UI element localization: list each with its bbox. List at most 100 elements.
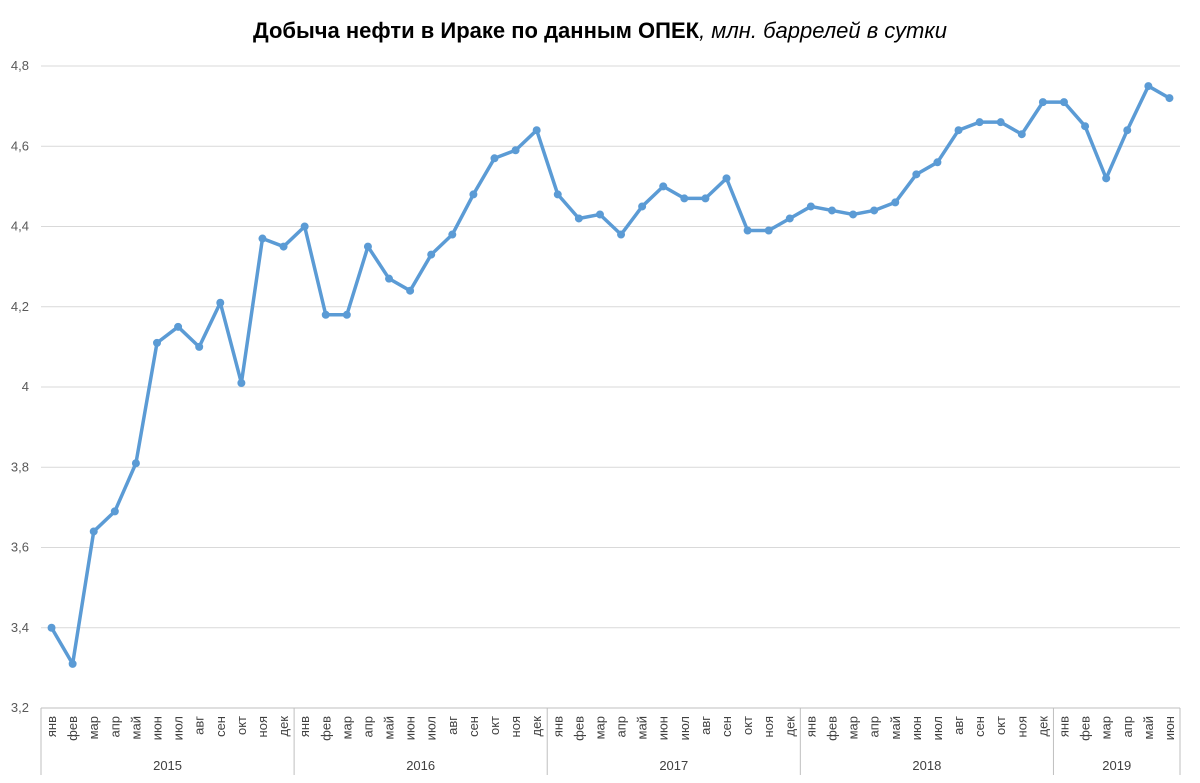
data-point xyxy=(701,194,710,203)
data-point xyxy=(342,310,351,319)
year-label: 2017 xyxy=(659,758,688,773)
y-tick-label: 4,2 xyxy=(11,299,29,314)
data-point xyxy=(722,174,731,183)
y-axis: 3,2 3,4 3,6 3,8 4 4,2 4,4 4,6 4,8 xyxy=(11,58,29,715)
x-tick-label: июл xyxy=(424,716,439,740)
data-point xyxy=(363,242,372,251)
chart-title-main: Добыча нефти в Ираке по данным ОПЕК xyxy=(253,18,700,43)
data-point xyxy=(131,459,140,468)
data-point xyxy=(996,118,1005,127)
x-tick-label: июл xyxy=(677,716,692,740)
x-tick-label: дек xyxy=(276,716,291,737)
data-point xyxy=(659,182,668,191)
data-point xyxy=(1038,98,1047,107)
x-tick-label: июл xyxy=(171,716,186,740)
x-tick-label: май xyxy=(888,716,903,739)
data-point xyxy=(617,230,626,239)
x-tick-label: июл xyxy=(930,716,945,740)
data-point xyxy=(89,527,98,536)
data-point xyxy=(680,194,689,203)
data-point xyxy=(68,659,77,668)
x-tick-label: ноя xyxy=(761,716,776,737)
x-tick-label: мар xyxy=(592,716,607,739)
x-tick-label: авг xyxy=(192,716,207,735)
series-line xyxy=(49,84,1172,666)
x-tick-label: июн xyxy=(909,716,924,740)
x-tick-label: мар xyxy=(846,716,861,739)
data-point xyxy=(258,234,267,243)
data-point xyxy=(891,198,900,207)
x-tick-label: ноя xyxy=(1014,716,1029,737)
x-tick-label: янв xyxy=(803,716,818,737)
data-point xyxy=(933,158,942,167)
data-point xyxy=(300,222,309,231)
x-tick-label: фев xyxy=(1078,716,1093,741)
data-point xyxy=(153,338,162,347)
data-point xyxy=(532,126,541,135)
year-label: 2016 xyxy=(406,758,435,773)
x-tick-label: авг xyxy=(951,716,966,735)
data-point xyxy=(553,190,562,199)
data-point xyxy=(47,623,56,632)
x-tick-label: май xyxy=(1141,716,1156,739)
x-tick-label: май xyxy=(635,716,650,739)
x-tick-label: дек xyxy=(782,716,797,737)
x-tick-label: фев xyxy=(318,716,333,741)
x-tick-label: май xyxy=(128,716,143,739)
data-point xyxy=(743,226,752,235)
x-tick-label: дек xyxy=(1035,716,1050,737)
data-point xyxy=(1081,122,1090,131)
y-tick-label: 4 xyxy=(22,379,29,394)
x-tick-label: апр xyxy=(867,716,882,738)
x-tick-label: мар xyxy=(86,716,101,739)
x-tick-label: фев xyxy=(571,716,586,741)
x-tick-label: окт xyxy=(487,716,502,735)
data-point xyxy=(1102,174,1111,183)
x-tick-label: сен xyxy=(466,716,481,737)
data-point xyxy=(574,214,583,223)
year-label: 2018 xyxy=(912,758,941,773)
x-tick-label: авг xyxy=(445,716,460,735)
y-tick-label: 3,4 xyxy=(11,620,29,635)
data-point xyxy=(427,250,436,259)
x-tick-label: сен xyxy=(972,716,987,737)
x-tick-label: апр xyxy=(107,716,122,738)
data-point xyxy=(912,170,921,179)
data-point xyxy=(870,206,879,215)
data-point xyxy=(490,154,499,163)
data-point xyxy=(469,190,478,199)
data-point xyxy=(764,226,773,235)
x-tick-label: май xyxy=(382,716,397,739)
data-point xyxy=(406,286,415,295)
x-tick-label: дек xyxy=(529,716,544,737)
x-tick-label: окт xyxy=(993,716,1008,735)
x-tick-label: янв xyxy=(44,716,59,737)
x-tick-label: ноя xyxy=(508,716,523,737)
data-point xyxy=(1059,98,1068,107)
y-tick-label: 3,6 xyxy=(11,540,29,555)
x-tick-label: янв xyxy=(297,716,312,737)
x-tick-label: янв xyxy=(550,716,565,737)
x-tick-label: мар xyxy=(1099,716,1114,739)
year-label: 2015 xyxy=(153,758,182,773)
data-point xyxy=(785,214,794,223)
x-tick-label: окт xyxy=(740,716,755,735)
data-point xyxy=(595,210,604,219)
data-point xyxy=(1165,94,1174,103)
data-point xyxy=(638,202,647,211)
x-tick-label: авг xyxy=(698,716,713,735)
y-tick-label: 4,4 xyxy=(11,219,29,234)
x-tick-label: апр xyxy=(360,716,375,738)
gridlines xyxy=(41,65,1180,629)
y-tick-label: 4,6 xyxy=(11,138,29,153)
x-tick-label: фев xyxy=(824,716,839,741)
data-point xyxy=(827,206,836,215)
x-tick-label: окт xyxy=(234,716,249,735)
x-axis: янв фев мар апр май июн июл авг сен окт ноя дек2015… xyxy=(40,707,1181,775)
x-tick-label: июн xyxy=(1162,716,1177,740)
data-point xyxy=(1144,82,1153,91)
x-tick-label: мар xyxy=(339,716,354,739)
data-point xyxy=(1017,130,1026,139)
